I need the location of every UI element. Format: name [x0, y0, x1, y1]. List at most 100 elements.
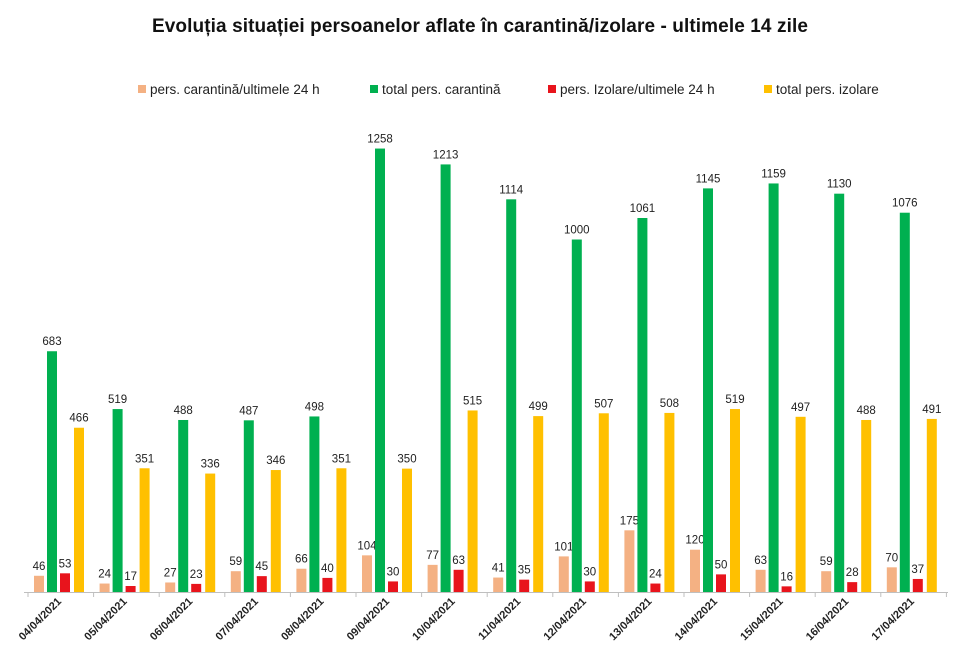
bar-total-carantina-11 [703, 188, 713, 592]
data-label-carantina-24h-8: 41 [492, 563, 505, 575]
data-label-carantina-24h-6: 104 [357, 540, 377, 552]
data-label-izolare-24h-9: 30 [583, 566, 596, 578]
data-label-total-carantina-5: 498 [305, 401, 324, 413]
data-label-total-carantina-7: 1213 [433, 149, 459, 161]
bar-izolare-24h-6 [388, 581, 398, 592]
data-label-total-izolare-6: 350 [397, 454, 416, 466]
data-label-izolare-24h-11: 50 [715, 559, 728, 571]
category-label-4: 07/04/2021 [214, 596, 261, 643]
data-label-total-izolare-5: 351 [332, 453, 351, 465]
bar-carantina-24h-1 [34, 575, 44, 592]
data-label-total-carantina-4: 487 [239, 405, 258, 417]
legend-label-carantina-24h: pers. carantină/ultimele 24 h [150, 82, 320, 97]
bar-total-carantina-13 [834, 193, 845, 593]
bar-total-carantina-7 [440, 164, 451, 593]
data-label-total-izolare-10: 508 [660, 398, 679, 410]
data-label-total-izolare-2: 351 [135, 453, 154, 465]
legend-item-total-izolare: total pers. izolare [764, 82, 879, 97]
legend-item-total-carantina: total pers. carantină [370, 82, 501, 97]
bar-total-carantina-14 [899, 212, 910, 592]
bar-izolare-24h-7 [453, 569, 464, 592]
data-label-carantina-24h-4: 59 [229, 556, 242, 568]
bar-total-izolare-2 [139, 468, 150, 592]
bar-carantina-24h-8 [493, 577, 504, 592]
legend: pers. carantină/ultimele 24 h total pers… [0, 82, 960, 100]
data-label-izolare-24h-12: 16 [780, 571, 793, 583]
bar-carantina-24h-11 [690, 549, 700, 592]
category-label-6: 09/04/2021 [345, 596, 392, 643]
bar-total-izolare-9 [598, 413, 609, 592]
bar-carantina-24h-12 [755, 569, 766, 592]
data-label-total-carantina-2: 519 [108, 394, 127, 406]
bar-total-izolare-13 [861, 419, 872, 592]
category-label-1: 04/04/2021 [17, 596, 64, 643]
bar-carantina-24h-10 [624, 530, 635, 592]
bar-carantina-24h-9 [558, 556, 569, 592]
bar-carantina-24h-2 [99, 583, 110, 592]
bar-izolare-24h-13 [847, 582, 858, 592]
legend-label-total-carantina: total pers. carantină [382, 82, 501, 97]
data-label-total-izolare-3: 336 [201, 459, 220, 471]
bar-carantina-24h-13 [821, 571, 832, 592]
data-label-total-izolare-9: 507 [594, 398, 613, 410]
bar-izolare-24h-11 [716, 574, 726, 592]
data-label-total-izolare-12: 497 [791, 402, 810, 414]
data-label-izolare-24h-5: 40 [321, 563, 334, 575]
bar-total-carantina-3 [178, 419, 189, 592]
data-label-total-carantina-10: 1061 [630, 203, 656, 215]
legend-swatch-izolare-24h [548, 85, 556, 94]
bar-total-carantina-8 [506, 199, 517, 592]
category-label-8: 11/04/2021 [476, 596, 523, 643]
data-label-carantina-24h-2: 24 [98, 569, 111, 581]
bar-total-izolare-14 [926, 418, 937, 592]
bar-izolare-24h-5 [322, 577, 333, 592]
legend-swatch-total-izolare [764, 85, 772, 94]
data-label-izolare-24h-4: 45 [255, 561, 268, 573]
category-label-5: 08/04/2021 [279, 596, 326, 643]
category-label-13: 16/04/2021 [804, 596, 851, 643]
data-label-izolare-24h-14: 37 [911, 564, 924, 576]
data-label-total-carantina-6: 1258 [367, 134, 393, 146]
data-label-total-carantina-3: 488 [174, 405, 193, 417]
bar-total-carantina-1 [47, 351, 57, 592]
bar-carantina-24h-3 [165, 582, 176, 592]
data-label-total-carantina-11: 1145 [696, 173, 721, 185]
category-label-3: 06/04/2021 [148, 596, 195, 643]
bar-izolare-24h-2 [125, 586, 136, 592]
data-label-total-carantina-8: 1114 [499, 184, 523, 196]
legend-item-carantina-24h: pers. carantină/ultimele 24 h [138, 82, 320, 97]
data-label-carantina-24h-14: 70 [885, 552, 898, 564]
bar-izolare-24h-8 [519, 579, 530, 592]
bar-izolare-24h-9 [584, 581, 595, 592]
data-label-total-carantina-1: 683 [42, 336, 61, 348]
data-label-total-izolare-14: 491 [922, 404, 941, 416]
category-label-12: 15/04/2021 [738, 596, 785, 643]
bar-carantina-24h-4 [230, 571, 241, 592]
data-label-izolare-24h-8: 35 [518, 565, 531, 577]
bar-izolare-24h-14 [912, 578, 923, 592]
category-label-10: 13/04/2021 [607, 596, 654, 643]
category-label-9: 12/04/2021 [542, 596, 589, 643]
category-label-14: 17/04/2021 [870, 596, 917, 643]
bar-total-carantina-12 [768, 183, 779, 592]
data-label-carantina-24h-7: 77 [426, 550, 439, 562]
data-label-izolare-24h-13: 28 [846, 567, 859, 579]
bar-total-izolare-8 [533, 416, 544, 592]
legend-swatch-total-carantina [370, 85, 378, 94]
bar-total-izolare-12 [795, 416, 806, 592]
bar-izolare-24h-12 [781, 586, 792, 592]
bar-izolare-24h-3 [191, 583, 202, 592]
data-label-carantina-24h-3: 27 [164, 567, 177, 579]
chart-title: Evoluția situației persoanelor aflate în… [151, 16, 809, 37]
data-label-total-izolare-4: 346 [266, 455, 285, 467]
bar-total-carantina-9 [571, 239, 582, 592]
data-label-carantina-24h-13: 59 [820, 556, 833, 568]
bar-carantina-24h-6 [362, 555, 372, 592]
bar-total-izolare-11 [730, 409, 740, 592]
bar-izolare-24h-10 [650, 583, 661, 592]
data-label-izolare-24h-10: 24 [649, 569, 662, 581]
bar-total-izolare-1 [74, 427, 84, 592]
data-label-total-izolare-13: 488 [857, 405, 876, 417]
category-label-11: 14/04/2021 [673, 596, 720, 643]
data-label-carantina-24h-5: 66 [295, 554, 308, 566]
